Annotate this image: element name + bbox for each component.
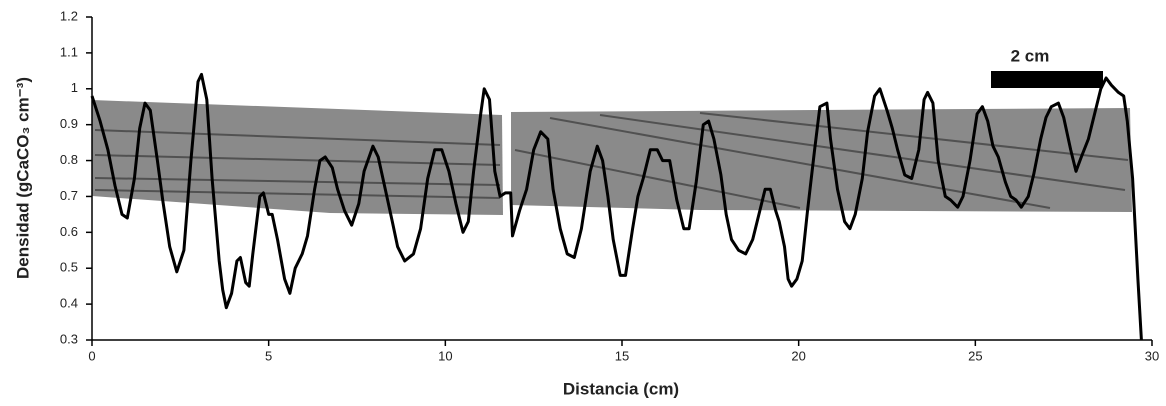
y-axis-title: Densidad (gCaCO₃ cm⁻³) (13, 77, 32, 279)
x-axis-title: Distancia (cm) (563, 379, 679, 398)
x-tick-label: 10 (438, 348, 452, 363)
x-tick-label: 0 (88, 348, 95, 363)
scale-label: 2 cm (1011, 46, 1050, 65)
y-tick-label: 0.9 (60, 116, 78, 131)
y-tick-label: 0.6 (60, 224, 78, 239)
x-tick-label: 30 (1145, 348, 1159, 363)
y-tick-label: 0.8 (60, 152, 78, 167)
y-tick-label: 1.1 (60, 44, 78, 59)
x-tick-label: 5 (265, 348, 272, 363)
y-tick-label: 0.3 (60, 331, 78, 346)
x-tick-label: 15 (615, 348, 629, 363)
y-tick-label: 0.5 (60, 260, 78, 275)
x-tick-label: 25 (968, 348, 982, 363)
y-tick-label: 1 (71, 80, 78, 95)
scale-bar (991, 71, 1103, 88)
y-tick-label: 0.4 (60, 296, 78, 311)
y-tick-label: 0.7 (60, 188, 78, 203)
data-line (90, 72, 1143, 341)
x-tick-label: 20 (791, 348, 805, 363)
y-tick-label: 1.2 (60, 8, 78, 23)
